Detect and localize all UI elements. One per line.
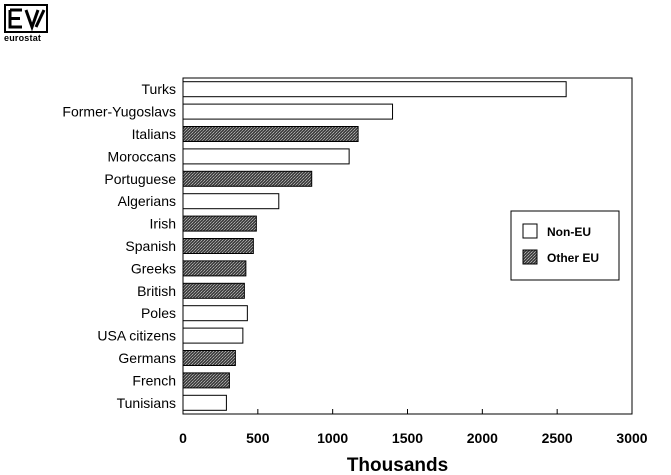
legend-swatch-non-eu: [522, 223, 538, 239]
bar-tunisians: [182, 394, 227, 411]
category-label: Poles: [141, 305, 176, 321]
bar-former-yugoslavs: [182, 103, 394, 120]
bar-germans: [182, 350, 236, 366]
eurostat-logo-icon: [4, 4, 48, 33]
legend-swatch-other-eu: [522, 249, 538, 265]
bar-portuguese: [182, 170, 313, 187]
x-tick-label: 2500: [542, 430, 573, 446]
legend-label: Non-EU: [547, 225, 591, 239]
eurostat-logo: [4, 4, 48, 48]
category-label: Portuguese: [104, 171, 176, 187]
legend-box: [510, 210, 620, 281]
category-label: Germans: [118, 350, 176, 366]
bar-irish: [182, 215, 257, 232]
legend-label: Other EU: [547, 251, 599, 265]
bar-usa-citizens: [182, 327, 244, 344]
legend: Non-EU Other EU: [510, 210, 620, 281]
category-label: British: [137, 283, 176, 299]
category-label: Greeks: [131, 260, 176, 276]
category-label: Algerians: [118, 193, 176, 209]
bar-spanish: [182, 238, 254, 254]
category-label: French: [132, 372, 176, 388]
category-label: Former-Yugoslavs: [62, 104, 176, 120]
x-tick-label: 1500: [392, 430, 423, 446]
bar-algerians: [182, 193, 280, 210]
eurostat-logo-text: eurostat: [4, 33, 42, 43]
bar-italians: [182, 126, 359, 142]
category-label: Spanish: [125, 238, 176, 254]
category-label: Turks: [142, 81, 176, 97]
category-label: USA citizens: [97, 328, 176, 344]
plot-area: Turks Former-Yugoslavs Italians Moroccans Po…: [62, 77, 648, 475]
x-tick-label: 1000: [317, 430, 348, 446]
x-tick-label: 2000: [467, 430, 498, 446]
category-label: Moroccans: [108, 148, 176, 164]
bar-greeks: [182, 260, 247, 277]
bar-turks: [182, 81, 567, 98]
category-label: Irish: [150, 216, 176, 232]
bar-british: [182, 282, 245, 299]
bar-moroccans: [182, 148, 350, 165]
bar-french: [182, 372, 230, 389]
x-tick-label: 0: [179, 430, 187, 446]
bar-poles: [182, 305, 248, 322]
x-axis-label: Thousands: [347, 455, 448, 475]
x-tick-label: 500: [246, 430, 270, 446]
category-label: Italians: [132, 126, 176, 142]
x-tick-label: 3000: [616, 430, 647, 446]
category-label: Tunisians: [117, 395, 176, 411]
